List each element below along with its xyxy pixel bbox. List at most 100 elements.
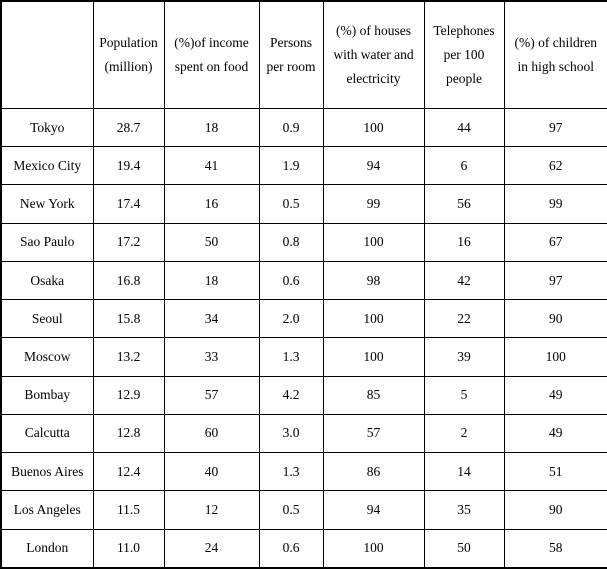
value-cell-houses_water_electricity: 86 xyxy=(322,452,425,492)
value-cell-population: 12.4 xyxy=(92,452,165,492)
city-cell: Seoul xyxy=(0,299,94,339)
value-cell-children_high_school: 100 xyxy=(503,337,607,377)
table-row: Buenos Aires 12.4 40 1.3 86 14 51 xyxy=(0,452,607,492)
value-cell-children_high_school: 51 xyxy=(503,452,607,492)
value-cell-children_high_school: 49 xyxy=(503,375,607,415)
value-cell-income_on_food: 33 xyxy=(163,337,260,377)
value-cell-population: 15.8 xyxy=(92,299,165,339)
value-cell-income_on_food: 18 xyxy=(163,260,260,301)
column-header-telephones_per_100: Telephones per 100 people xyxy=(423,0,505,109)
table-row: Bombay 12.9 57 4.2 85 5 49 xyxy=(0,375,607,415)
value-cell-income_on_food: 18 xyxy=(163,107,260,148)
city-cell: Moscow xyxy=(0,337,94,377)
table-row: London 11.0 24 0.6 100 50 58 xyxy=(0,528,607,569)
value-cell-houses_water_electricity: 57 xyxy=(322,413,425,454)
value-cell-houses_water_electricity: 94 xyxy=(322,490,425,530)
value-cell-persons_per_room: 0.8 xyxy=(258,222,324,262)
value-cell-telephones_per_100: 56 xyxy=(423,184,505,224)
value-cell-income_on_food: 24 xyxy=(163,528,260,569)
value-cell-children_high_school: 58 xyxy=(503,528,607,569)
value-cell-population: 12.9 xyxy=(92,375,165,415)
value-cell-children_high_school: 97 xyxy=(503,107,607,148)
value-cell-persons_per_room: 1.9 xyxy=(258,146,324,186)
table-row: Seoul 15.8 34 2.0 100 22 90 xyxy=(0,299,607,339)
table-row: Tokyo 28.7 18 0.9 100 44 97 xyxy=(0,107,607,148)
city-cell: Osaka xyxy=(0,260,94,301)
value-cell-children_high_school: 67 xyxy=(503,222,607,262)
value-cell-income_on_food: 34 xyxy=(163,299,260,339)
value-cell-telephones_per_100: 5 xyxy=(423,375,505,415)
value-cell-houses_water_electricity: 100 xyxy=(322,222,425,262)
table-row: Los Angeles 11.5 12 0.5 94 35 90 xyxy=(0,490,607,530)
city-cell: New York xyxy=(0,184,94,224)
city-cell: Los Angeles xyxy=(0,490,94,530)
value-cell-telephones_per_100: 16 xyxy=(423,222,505,262)
value-cell-houses_water_electricity: 99 xyxy=(322,184,425,224)
value-cell-income_on_food: 12 xyxy=(163,490,260,530)
value-cell-telephones_per_100: 14 xyxy=(423,452,505,492)
value-cell-houses_water_electricity: 100 xyxy=(322,337,425,377)
column-header-houses_water_electricity: (%) of houses with water and electricity xyxy=(322,0,425,109)
table-row: New York 17.4 16 0.5 99 56 99 xyxy=(0,184,607,224)
city-cell: Bombay xyxy=(0,375,94,415)
value-cell-persons_per_room: 4.2 xyxy=(258,375,324,415)
value-cell-telephones_per_100: 35 xyxy=(423,490,505,530)
value-cell-telephones_per_100: 42 xyxy=(423,260,505,301)
table-body: Tokyo 28.7 18 0.9 100 44 97 Mexico City 19.4 41 1.… xyxy=(0,107,607,569)
value-cell-population: 28.7 xyxy=(92,107,165,148)
value-cell-persons_per_room: 3.0 xyxy=(258,413,324,454)
value-cell-houses_water_electricity: 94 xyxy=(322,146,425,186)
value-cell-persons_per_room: 0.6 xyxy=(258,528,324,569)
value-cell-income_on_food: 57 xyxy=(163,375,260,415)
value-cell-telephones_per_100: 22 xyxy=(423,299,505,339)
column-header-persons_per_room: Persons per room xyxy=(258,0,324,109)
city-column-header xyxy=(0,0,94,109)
table-header: Population (million) (%)of income spent o… xyxy=(0,0,607,109)
city-cell: London xyxy=(0,528,94,569)
value-cell-persons_per_room: 2.0 xyxy=(258,299,324,339)
value-cell-persons_per_room: 1.3 xyxy=(258,337,324,377)
value-cell-telephones_per_100: 2 xyxy=(423,413,505,454)
table-row: Sao Paulo 17.2 50 0.8 100 16 67 xyxy=(0,222,607,262)
value-cell-population: 16.8 xyxy=(92,260,165,301)
value-cell-children_high_school: 90 xyxy=(503,299,607,339)
value-cell-children_high_school: 99 xyxy=(503,184,607,224)
value-cell-children_high_school: 49 xyxy=(503,413,607,454)
value-cell-income_on_food: 50 xyxy=(163,222,260,262)
value-cell-houses_water_electricity: 100 xyxy=(322,528,425,569)
value-cell-children_high_school: 90 xyxy=(503,490,607,530)
value-cell-income_on_food: 16 xyxy=(163,184,260,224)
value-cell-population: 11.0 xyxy=(92,528,165,569)
value-cell-houses_water_electricity: 85 xyxy=(322,375,425,415)
value-cell-children_high_school: 97 xyxy=(503,260,607,301)
value-cell-telephones_per_100: 50 xyxy=(423,528,505,569)
value-cell-income_on_food: 60 xyxy=(163,413,260,454)
value-cell-population: 17.4 xyxy=(92,184,165,224)
value-cell-income_on_food: 40 xyxy=(163,452,260,492)
value-cell-houses_water_electricity: 100 xyxy=(322,299,425,339)
city-cell: Sao Paulo xyxy=(0,222,94,262)
value-cell-persons_per_room: 0.5 xyxy=(258,184,324,224)
value-cell-persons_per_room: 0.6 xyxy=(258,260,324,301)
value-cell-telephones_per_100: 39 xyxy=(423,337,505,377)
value-cell-population: 12.8 xyxy=(92,413,165,454)
table-row: Mexico City 19.4 41 1.9 94 6 62 xyxy=(0,146,607,186)
value-cell-persons_per_room: 1.3 xyxy=(258,452,324,492)
city-cell: Mexico City xyxy=(0,146,94,186)
column-header-population: Population (million) xyxy=(92,0,165,109)
value-cell-telephones_per_100: 6 xyxy=(423,146,505,186)
value-cell-houses_water_electricity: 98 xyxy=(322,260,425,301)
column-header-children_high_school: (%) of children in high school xyxy=(503,0,607,109)
value-cell-persons_per_room: 0.5 xyxy=(258,490,324,530)
value-cell-persons_per_room: 0.9 xyxy=(258,107,324,148)
value-cell-income_on_food: 41 xyxy=(163,146,260,186)
table-row: Osaka 16.8 18 0.6 98 42 97 xyxy=(0,260,607,301)
value-cell-population: 13.2 xyxy=(92,337,165,377)
value-cell-population: 11.5 xyxy=(92,490,165,530)
value-cell-houses_water_electricity: 100 xyxy=(322,107,425,148)
value-cell-telephones_per_100: 44 xyxy=(423,107,505,148)
city-cell: Buenos Aires xyxy=(0,452,94,492)
value-cell-population: 17.2 xyxy=(92,222,165,262)
